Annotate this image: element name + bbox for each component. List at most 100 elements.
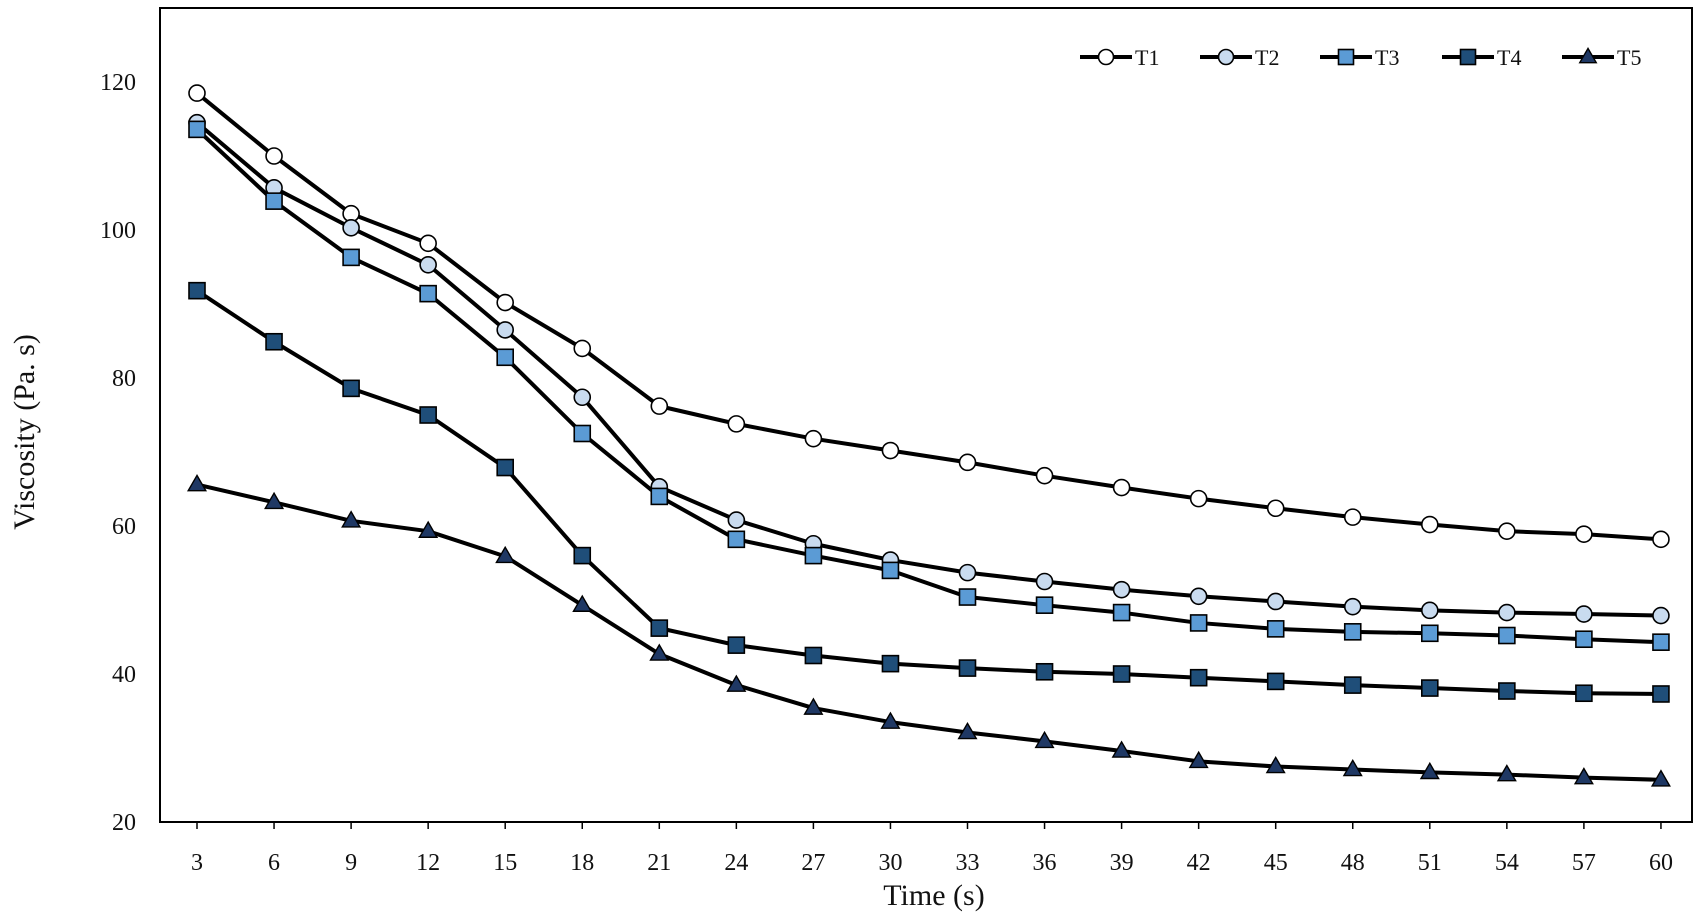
data-point-T1 — [265, 147, 283, 165]
data-point-T1 — [419, 234, 437, 253]
data-point-T3 — [650, 487, 669, 506]
data-point-T3 — [265, 192, 283, 210]
data-point-T1 — [1498, 522, 1516, 540]
data-point-T4 — [881, 654, 900, 673]
series-layer — [186, 84, 1671, 787]
plot-area-frame — [159, 7, 1693, 823]
legend-label-T1: T1 — [1135, 45, 1159, 70]
data-point-T5 — [495, 545, 516, 564]
series-line-T1 — [195, 91, 1662, 542]
data-point-T4 — [342, 379, 360, 398]
data-point-T3 — [1652, 633, 1670, 651]
data-point-T5 — [1650, 769, 1671, 787]
data-point-T1 — [1189, 489, 1208, 508]
x-tick-label: 48 — [1341, 850, 1365, 876]
x-axis-title: Time (s) — [883, 879, 984, 912]
data-point-T2 — [1575, 605, 1593, 623]
series-T5 — [186, 474, 1671, 787]
data-point-T3 — [1343, 623, 1362, 641]
legend-marker-T2 — [1217, 48, 1235, 66]
data-point-T2 — [1189, 587, 1208, 606]
data-point-T1 — [958, 453, 977, 472]
data-point-T2 — [1266, 592, 1285, 611]
data-point-T3 — [727, 530, 746, 549]
data-point-T1 — [496, 293, 515, 312]
x-tick-label: 36 — [1033, 850, 1057, 876]
data-point-T2 — [727, 511, 746, 529]
data-point-T1 — [573, 339, 592, 358]
data-point-T1 — [1112, 478, 1131, 497]
data-point-T1 — [188, 84, 206, 102]
data-point-T4 — [958, 659, 977, 677]
y-tick-label: 120 — [100, 70, 136, 96]
data-point-T2 — [419, 255, 437, 274]
legend-marker-T5 — [1578, 47, 1598, 64]
data-point-T3 — [804, 546, 823, 565]
data-point-T4 — [1498, 682, 1516, 700]
data-point-T3 — [342, 248, 360, 267]
series-line-T5 — [196, 482, 1662, 782]
data-point-T2 — [1112, 580, 1131, 599]
x-tick-label: 27 — [801, 850, 825, 876]
data-point-T1 — [1575, 525, 1593, 543]
data-point-T4 — [1421, 679, 1439, 697]
data-point-T2 — [958, 563, 977, 582]
y-tick-label: 60 — [112, 514, 136, 540]
series-line-T3 — [195, 127, 1662, 645]
data-point-T3 — [1112, 603, 1131, 622]
data-point-T1 — [1266, 499, 1285, 518]
data-point-T4 — [1266, 672, 1285, 691]
x-tick-label: 60 — [1649, 850, 1673, 876]
y-axis-title: Viscosity (Pa. s) — [8, 334, 41, 530]
data-point-T2 — [573, 388, 592, 407]
legend-marker-T1 — [1097, 48, 1115, 66]
data-point-T4 — [1189, 668, 1208, 687]
data-point-T4 — [727, 636, 746, 654]
data-point-T4 — [496, 458, 515, 477]
data-point-T4 — [1343, 676, 1362, 694]
legend-item-T4: T4 — [1442, 45, 1521, 70]
data-point-T5 — [1188, 750, 1209, 769]
series-line-T4 — [195, 289, 1661, 696]
data-point-T4 — [1652, 685, 1670, 703]
series-line-T2 — [195, 121, 1661, 618]
data-point-T5 — [726, 674, 747, 692]
data-point-T4 — [1035, 662, 1054, 681]
data-point-T1 — [1035, 466, 1054, 485]
legend-item-T3: T3 — [1320, 45, 1399, 70]
x-tick-label: 15 — [493, 850, 517, 876]
data-point-T2 — [496, 321, 515, 339]
data-point-T3 — [188, 120, 206, 139]
data-point-T5 — [1573, 767, 1594, 785]
data-point-T3 — [573, 424, 592, 443]
data-point-T5 — [880, 711, 901, 729]
x-tick-label: 30 — [878, 850, 902, 876]
legend-label-T5: T5 — [1617, 45, 1641, 70]
data-point-T5 — [572, 594, 593, 612]
data-point-T5 — [1419, 761, 1440, 780]
data-point-T3 — [1266, 620, 1285, 638]
series-T3 — [188, 120, 1670, 651]
data-point-T5 — [649, 643, 670, 661]
data-point-T4 — [804, 646, 823, 665]
data-point-T2 — [1498, 603, 1516, 622]
data-point-T5 — [1342, 758, 1363, 777]
x-tick-label: 42 — [1187, 850, 1211, 876]
data-point-T5 — [264, 491, 285, 510]
x-tick-label: 57 — [1572, 850, 1596, 876]
x-tick-label: 9 — [345, 850, 357, 876]
y-tick-label: 20 — [112, 810, 136, 836]
data-point-T4 — [265, 332, 283, 351]
data-point-T5 — [1111, 740, 1132, 758]
data-point-T3 — [1575, 630, 1593, 649]
legend-item-T2: T2 — [1200, 45, 1279, 70]
legend: T1 T2 T3 T4 T5 — [1080, 45, 1641, 70]
data-point-T2 — [1343, 597, 1362, 616]
data-point-T3 — [419, 284, 437, 303]
data-point-T4 — [188, 281, 206, 300]
legend-marker-T4 — [1459, 48, 1477, 66]
x-tick-label: 39 — [1110, 850, 1134, 876]
data-point-T4 — [573, 546, 592, 565]
data-point-T5 — [1265, 755, 1286, 774]
data-point-T3 — [496, 348, 515, 367]
